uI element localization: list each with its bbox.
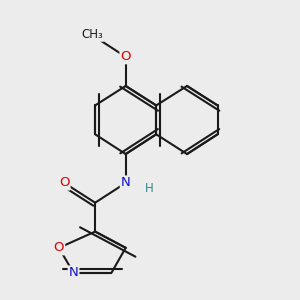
Text: N: N (121, 176, 130, 190)
Text: N: N (69, 266, 78, 279)
Text: H: H (145, 182, 154, 195)
Text: O: O (59, 176, 70, 190)
Text: O: O (120, 50, 131, 63)
Text: O: O (54, 241, 64, 254)
Text: CH₃: CH₃ (82, 28, 103, 41)
